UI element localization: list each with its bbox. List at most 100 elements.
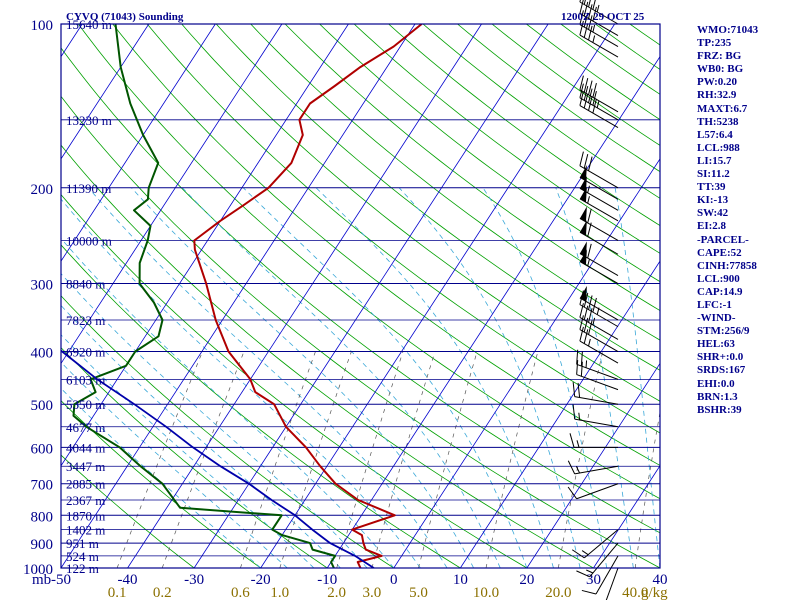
- index-item: RH:32.9: [697, 89, 737, 102]
- pressure-label: 600: [31, 441, 54, 457]
- dry-adiabat: [491, 24, 660, 146]
- height-label: 1870 m: [66, 508, 105, 523]
- mixing-ratio-unit: g/kg: [641, 585, 668, 600]
- dry-adiabat: [61, 244, 461, 568]
- height-label: 6920 m: [66, 345, 105, 360]
- isotherm: [61, 24, 349, 467]
- dry-adiabat: [457, 24, 660, 173]
- dry-adiabat: [526, 24, 660, 121]
- pressure-label: 1000: [23, 562, 53, 578]
- index-item: EHI:0.0: [697, 377, 735, 390]
- mixing-ratio-label: 3.0: [363, 585, 382, 600]
- temperature-tick: -10: [317, 572, 337, 588]
- dry-adiabat: [215, 24, 660, 371]
- index-item: PW:0.20: [697, 76, 738, 89]
- wind-barb: [567, 460, 619, 475]
- wind-barb: [605, 567, 619, 600]
- pressure-label: 900: [31, 537, 54, 553]
- wind-barb: [579, 326, 619, 364]
- temperature-tick: 20: [519, 572, 534, 588]
- wind-barb: [569, 433, 618, 448]
- index-item: -WIND-: [697, 312, 736, 325]
- plot-frame: [60, 23, 661, 569]
- height-label: 4044 m: [66, 440, 105, 455]
- station-title: CYVQ (71043) Sounding: [66, 11, 184, 23]
- index-item: MAXT:6.7: [697, 102, 748, 115]
- pressure-label: 200: [31, 182, 54, 198]
- stability-indices: WMO:71043 TP:235 FRZ: BG WB0: BG PW:0.20 RH:3…: [697, 24, 758, 417]
- mixing-ratio-label: 2.0: [327, 585, 346, 600]
- index-item: CAP:14.9: [697, 285, 743, 298]
- index-item: FRZ: BG: [697, 50, 742, 63]
- isotherm: [193, 24, 549, 568]
- axis-unit-label: mb: [32, 572, 51, 588]
- index-item: EI:2.8: [697, 220, 727, 233]
- moist-adiabat: [61, 304, 341, 568]
- temperature-tick: 30: [586, 572, 601, 588]
- wind-barb: [579, 91, 619, 128]
- dry-adiabat: [181, 24, 660, 402]
- temperature-tick: 10: [453, 572, 468, 588]
- index-item: BRN:1.3: [697, 390, 738, 403]
- mixing-ratio-label: 20.0: [545, 585, 571, 600]
- index-item: LFC:-1: [697, 298, 732, 311]
- height-label: 2885 m: [66, 477, 105, 492]
- index-item: SRDS:167: [697, 364, 746, 377]
- isotherm: [61, 24, 416, 568]
- pressure-label: 400: [31, 346, 54, 362]
- height-label: 2367 m: [66, 493, 105, 508]
- height-label: 3447 m: [66, 459, 105, 474]
- mixing-ratio-label: 40.0: [622, 585, 648, 600]
- height-label: 7823 m: [66, 313, 105, 328]
- dry-adiabat: [77, 24, 660, 500]
- pressure-label: 300: [31, 278, 54, 294]
- temperature-tick: -50: [51, 572, 71, 588]
- temperature-trace: [193, 24, 423, 568]
- dry-adiabat: [61, 400, 261, 568]
- height-label: 951 m: [66, 536, 99, 551]
- index-item: TT:39: [697, 181, 726, 194]
- wind-barb: [571, 529, 619, 559]
- pressure-label: 700: [31, 478, 54, 494]
- index-item: KI:-13: [697, 194, 729, 207]
- wind-barb: [572, 404, 619, 428]
- isotherm: [61, 24, 150, 160]
- wind-barb: [579, 20, 619, 58]
- wind-barb: [579, 290, 619, 328]
- dry-adiabat: [250, 24, 660, 341]
- pressure-label: 500: [31, 398, 54, 414]
- dry-adiabat: [112, 24, 660, 466]
- height-label: 6103 m: [66, 372, 105, 387]
- index-item: TH:5238: [697, 115, 739, 128]
- mixing-ratio-label: 0.6: [231, 585, 250, 600]
- mixing-ratio-label: 5.0: [409, 585, 428, 600]
- height-label: 13230 m: [66, 113, 112, 128]
- dry-adiabat: [353, 24, 660, 254]
- wind-barb: [572, 382, 619, 405]
- index-item: HEL:63: [697, 338, 735, 351]
- pressure-label: 100: [31, 18, 54, 34]
- dry-adiabat: [422, 24, 660, 199]
- dry-adiabat: [388, 24, 660, 227]
- isotherm: [393, 158, 660, 568]
- index-item: STM:256/9: [697, 325, 750, 338]
- index-item: TP:235: [697, 37, 732, 50]
- dry-adiabat: [61, 47, 660, 534]
- temperature-tick: 40: [653, 572, 668, 588]
- wind-barb: [567, 483, 619, 500]
- height-label: 1402 m: [66, 523, 105, 538]
- height-label: 11390 m: [66, 181, 111, 196]
- parcel-trace: [61, 349, 375, 568]
- isotherm: [61, 24, 216, 262]
- moist-adiabat: [555, 187, 634, 568]
- mixing-ratio-label: 1.0: [270, 585, 289, 600]
- pressure-label: 800: [31, 509, 54, 525]
- wind-barb: [579, 186, 619, 222]
- dry-adiabat: [61, 95, 660, 568]
- mixing-ratio-label: 10.0: [473, 585, 499, 600]
- dewpoint-trace: [72, 24, 337, 568]
- index-item: L57:6.4: [697, 128, 733, 141]
- wind-barb: [579, 249, 619, 284]
- temperature-tick: -30: [184, 572, 204, 588]
